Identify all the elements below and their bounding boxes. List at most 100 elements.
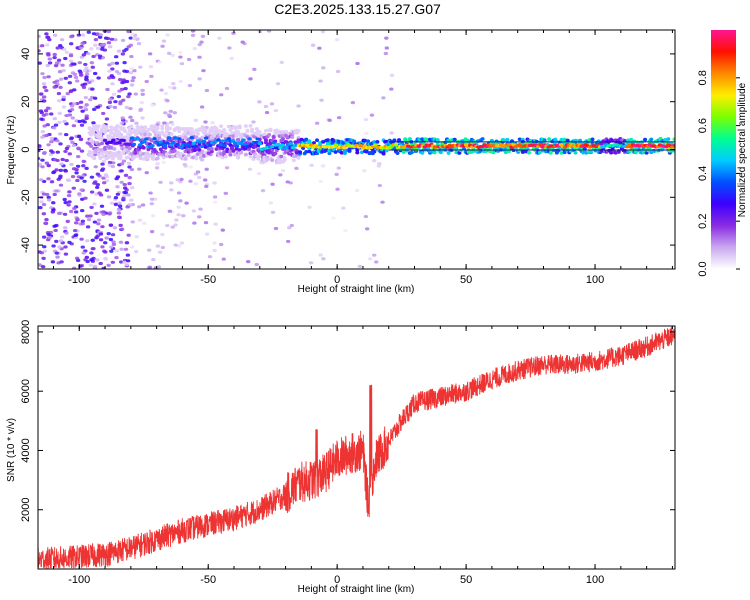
snr-frame	[37, 325, 676, 570]
spectrogram-cell	[67, 152, 72, 156]
spectrogram-ridge-cell	[203, 136, 209, 140]
y-tick-label: 8000	[20, 320, 32, 344]
spectrogram-cell	[250, 127, 255, 132]
spectrogram-cell	[186, 153, 191, 157]
x-tick-label: 100	[586, 574, 604, 586]
spectrogram-cell	[99, 204, 105, 208]
spectrogram-cell	[112, 226, 118, 230]
spectrogram-cell	[168, 85, 173, 89]
spectrogram-cell	[184, 201, 189, 205]
spectrogram-cell	[129, 83, 135, 87]
spectrogram-cell	[84, 116, 89, 120]
spectrogram-cell	[76, 33, 82, 37]
spectrogram-cell	[45, 123, 51, 127]
spectrogram-cell	[147, 52, 153, 56]
spectrogram-cell	[110, 67, 115, 71]
spectrogram-cell	[113, 38, 118, 42]
spectrogram-cell	[46, 198, 52, 202]
spectrogram-cell	[99, 43, 105, 47]
spectrogram-cell	[111, 161, 116, 165]
spectrogram-cell	[381, 151, 386, 156]
spectrogram-cell	[324, 148, 329, 153]
spectrogram-cell	[281, 130, 285, 134]
spectrogram-cell	[82, 68, 88, 72]
spectrogram-cell	[101, 111, 106, 116]
spectrogram-cell	[269, 102, 275, 106]
spectrogram-cell	[64, 231, 69, 235]
spectrogram-cell	[52, 117, 58, 121]
spectrogram-cell	[263, 138, 268, 142]
spectrogram-cell	[276, 129, 281, 134]
spectrogram-cell	[63, 132, 69, 137]
spectrogram-cell	[39, 200, 44, 204]
spectrogram-cell	[160, 245, 166, 250]
spectrogram-cell	[327, 151, 332, 156]
spectrogram-cell	[424, 137, 429, 142]
spectrogram-cell	[369, 113, 375, 117]
spectrogram-cell	[121, 196, 126, 200]
spectrogram-cell	[84, 114, 89, 118]
spectrogram-cell	[420, 151, 425, 155]
spectrogram-cell	[273, 151, 278, 156]
snr-ylabel: SNR (10 * v/v)	[6, 418, 17, 482]
spectrogram-cell	[67, 200, 72, 204]
spectrogram-cell	[372, 159, 377, 163]
spectrogram-cell	[95, 258, 100, 262]
spectrogram-cell	[71, 143, 77, 148]
spectrogram-cell	[40, 158, 45, 162]
spectrogram-cell	[96, 76, 101, 80]
spectrogram-cell	[243, 124, 248, 128]
spectrogram-cell	[318, 179, 324, 184]
spectrogram-cell	[407, 137, 412, 141]
spectrogram-cell	[57, 99, 62, 103]
spectrogram-cell	[115, 153, 120, 158]
spectrogram-cell	[127, 165, 132, 169]
spectrogram-cell	[294, 151, 299, 155]
spectrogram-cell	[73, 221, 79, 225]
spectrogram-cell	[52, 56, 57, 60]
spectrogram-cell	[90, 128, 95, 132]
spectrogram-cell	[359, 150, 364, 155]
x-tick-label: -100	[68, 574, 90, 586]
spectrogram-cell	[49, 140, 54, 144]
spectrogram-cell	[157, 250, 163, 254]
spectrogram-cell	[150, 214, 156, 218]
spectrogram-cell	[75, 79, 80, 83]
spectrogram-ridge-cell	[373, 143, 378, 147]
spectrogram-cell	[212, 248, 217, 253]
spectrogram-cell	[63, 56, 68, 61]
spectrogram-cell	[102, 48, 108, 52]
spectrogram-cell	[122, 49, 127, 53]
spectrogram-cell	[38, 145, 42, 149]
spectrogram-cell	[220, 155, 225, 160]
spectrogram-cells	[38, 30, 675, 269]
spectrogram-cell	[181, 214, 186, 218]
spectrogram-cell	[99, 168, 105, 172]
spectrogram-cell	[206, 151, 211, 155]
spectrogram-cell	[52, 126, 57, 130]
spectrogram-cell	[149, 197, 155, 201]
spectrogram-cell	[248, 124, 253, 128]
spectrogram-cell	[544, 149, 549, 154]
spectrogram-cell	[80, 245, 85, 249]
spectrogram-cell	[224, 166, 230, 170]
spectrogram-cell	[88, 98, 93, 102]
spectrogram-cell	[103, 241, 108, 245]
spectrogram-cell	[47, 57, 53, 61]
spectrogram-cell	[71, 167, 77, 171]
spectrogram-cell	[170, 53, 175, 57]
spectrogram-cell	[334, 38, 340, 42]
spectrogram-cell	[392, 138, 397, 143]
spectrogram-ridge-cell	[150, 144, 155, 148]
spectrogram-cell	[227, 206, 232, 211]
spectrogram-cell	[129, 140, 134, 144]
spectrogram-cell	[126, 94, 131, 99]
spectrogram-cell	[63, 201, 68, 205]
spectrogram-cell	[42, 150, 47, 155]
spectrogram-cell	[61, 105, 67, 109]
spectrogram-cell	[164, 152, 169, 156]
spectrogram-cell	[234, 125, 239, 129]
spectrogram-cell	[84, 66, 89, 70]
spectrogram-cell	[92, 264, 98, 268]
spectrogram-cell	[223, 191, 229, 195]
